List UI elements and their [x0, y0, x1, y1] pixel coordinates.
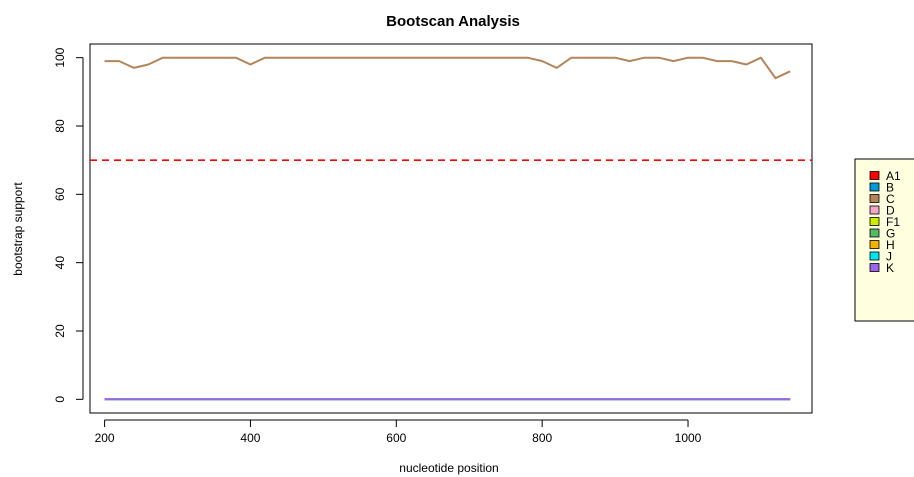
y-axis: 0 20 40 60 80 100: [53, 47, 84, 403]
legend-swatch-c: [869, 194, 880, 203]
legend-label-b: B: [886, 181, 894, 195]
legend-swatch-g: [869, 228, 880, 238]
legend-label-g: G: [886, 227, 895, 241]
y-tick-label: 40: [53, 256, 67, 270]
legend-label-k: K: [886, 261, 894, 275]
y-tick-label: 80: [53, 119, 67, 133]
series-line-c: [104, 56, 791, 80]
legend-box: [854, 158, 914, 322]
plot-frame: [89, 43, 813, 414]
y-tick-label: 100: [53, 47, 67, 67]
chart-title: Bootscan Analysis: [386, 13, 520, 30]
legend-label-j: J: [886, 250, 892, 264]
legend-swatch-f1: [869, 217, 880, 226]
x-tick-label: 600: [386, 431, 406, 445]
legend-label-h: H: [886, 238, 895, 252]
x-tick-label: 800: [532, 431, 552, 445]
legend-swatch-j: [869, 251, 880, 261]
x-axis: 200 400 600 800 1000: [95, 419, 702, 445]
legend-swatch-h: [869, 240, 880, 249]
x-tick-label: 1000: [675, 431, 702, 445]
x-axis-label: nucleotide position: [399, 461, 498, 475]
y-tick-label: 60: [53, 187, 67, 201]
legend-label-a1: A1: [886, 169, 901, 183]
y-tick-label: 20: [53, 324, 67, 338]
x-tick-label: 200: [95, 431, 115, 445]
legend-swatch-d: [869, 205, 880, 215]
x-tick-label: 400: [240, 431, 260, 445]
legend-label-c: C: [886, 192, 895, 206]
legend-label-d: D: [886, 204, 895, 218]
legend-swatch-b: [869, 182, 880, 192]
legend-label-f1: F1: [886, 215, 900, 229]
legend-swatch-k: [869, 263, 880, 272]
series-layer: [104, 56, 791, 401]
y-tick-label: 0: [53, 396, 67, 403]
y-axis-label: bootstrap support: [11, 182, 25, 276]
legend-swatch-a1: [869, 171, 880, 180]
